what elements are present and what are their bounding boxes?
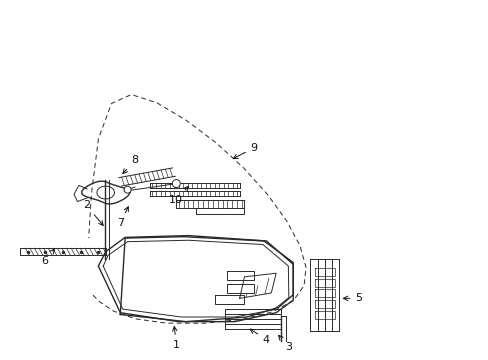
Text: 4: 4 — [250, 329, 269, 345]
Text: 10: 10 — [169, 186, 188, 205]
Circle shape — [124, 186, 131, 193]
Text: 9: 9 — [233, 143, 257, 158]
Text: 3: 3 — [278, 336, 291, 352]
Text: 1: 1 — [172, 327, 180, 350]
Text: 5: 5 — [343, 293, 362, 303]
Text: 8: 8 — [122, 155, 138, 174]
Circle shape — [172, 180, 180, 188]
Text: 6: 6 — [41, 249, 54, 266]
Text: 7: 7 — [117, 207, 128, 228]
Text: 2: 2 — [82, 200, 103, 225]
